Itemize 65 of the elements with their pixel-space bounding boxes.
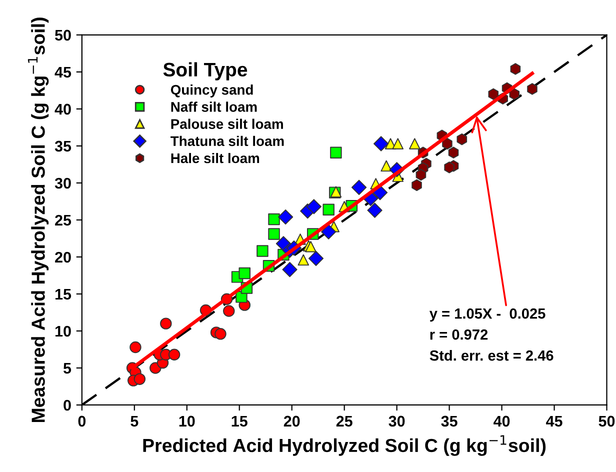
point bbox=[444, 162, 454, 174]
point bbox=[412, 179, 422, 192]
point bbox=[223, 305, 235, 317]
y-tick-label: 10 bbox=[55, 326, 71, 337]
y-axis-title: Measured Acid Hydrolyzed Soil C (g kg$^{−1}$soil) bbox=[28, 18, 49, 422]
y-tick-label: 50 bbox=[54, 30, 71, 41]
point bbox=[268, 213, 280, 226]
x-tick-label: 10 bbox=[179, 416, 195, 427]
point bbox=[214, 328, 226, 340]
point bbox=[448, 146, 459, 158]
point bbox=[509, 88, 520, 100]
point bbox=[416, 168, 426, 181]
point bbox=[322, 204, 334, 216]
x-tick-label: 45 bbox=[546, 416, 562, 427]
point bbox=[278, 209, 294, 225]
point bbox=[160, 318, 172, 330]
x-tick-label: 50 bbox=[598, 416, 615, 427]
y-tick-label: 40 bbox=[54, 104, 71, 115]
point bbox=[134, 373, 146, 385]
y-tick-label: 5 bbox=[63, 362, 72, 374]
x-tick-label: 30 bbox=[388, 416, 405, 427]
point bbox=[367, 202, 382, 218]
point bbox=[238, 267, 250, 280]
point bbox=[308, 250, 324, 266]
point bbox=[306, 199, 322, 214]
annotation: y = 1.05X - 0.025 r = 0.972 Std. err. est = 2.46 bbox=[429, 308, 554, 361]
point bbox=[298, 254, 310, 266]
legend-label: Hale silt loam bbox=[171, 152, 260, 164]
point bbox=[374, 136, 389, 152]
y-tick-label: 30 bbox=[54, 178, 71, 189]
legend-label: Palouse silt loam bbox=[171, 118, 283, 129]
y-tick-label: 20 bbox=[55, 252, 71, 263]
x-tick-label: 15 bbox=[232, 416, 248, 427]
y-tick-label: 15 bbox=[55, 288, 72, 300]
y-tick-label: 25 bbox=[55, 214, 72, 226]
point bbox=[510, 63, 521, 75]
point bbox=[282, 262, 298, 278]
y-tick-label: 45 bbox=[54, 66, 72, 78]
x-tick-label: 0 bbox=[78, 416, 86, 427]
legend-title: Soil Type bbox=[163, 62, 248, 80]
y-tick-label: 0 bbox=[64, 400, 71, 411]
point bbox=[130, 341, 142, 354]
point bbox=[442, 138, 452, 150]
x-axis-title: Predicted Acid Hydrolyzed Soil C (g kg$^{−1}$soil) bbox=[143, 435, 546, 456]
point bbox=[321, 224, 336, 240]
x-tick-label: 25 bbox=[336, 416, 352, 427]
point bbox=[351, 180, 367, 195]
point bbox=[392, 138, 404, 150]
point bbox=[330, 146, 342, 158]
x-tick-label: 5 bbox=[130, 416, 138, 427]
x-tick-label: 20 bbox=[284, 416, 300, 427]
x-tick-label: 40 bbox=[494, 416, 510, 427]
x-tick-label: 35 bbox=[441, 416, 458, 427]
point bbox=[168, 348, 180, 361]
point bbox=[256, 245, 268, 257]
point bbox=[488, 88, 499, 100]
point bbox=[456, 133, 468, 146]
legend-label: Thatuna silt loam bbox=[170, 136, 284, 146]
legend-label: Naff silt loam bbox=[171, 102, 257, 112]
point bbox=[527, 83, 538, 95]
point bbox=[409, 138, 420, 150]
y-tick-label: 35 bbox=[54, 140, 72, 152]
point bbox=[380, 160, 392, 172]
point bbox=[268, 228, 280, 240]
legend-label: Quincy sand bbox=[170, 84, 253, 98]
